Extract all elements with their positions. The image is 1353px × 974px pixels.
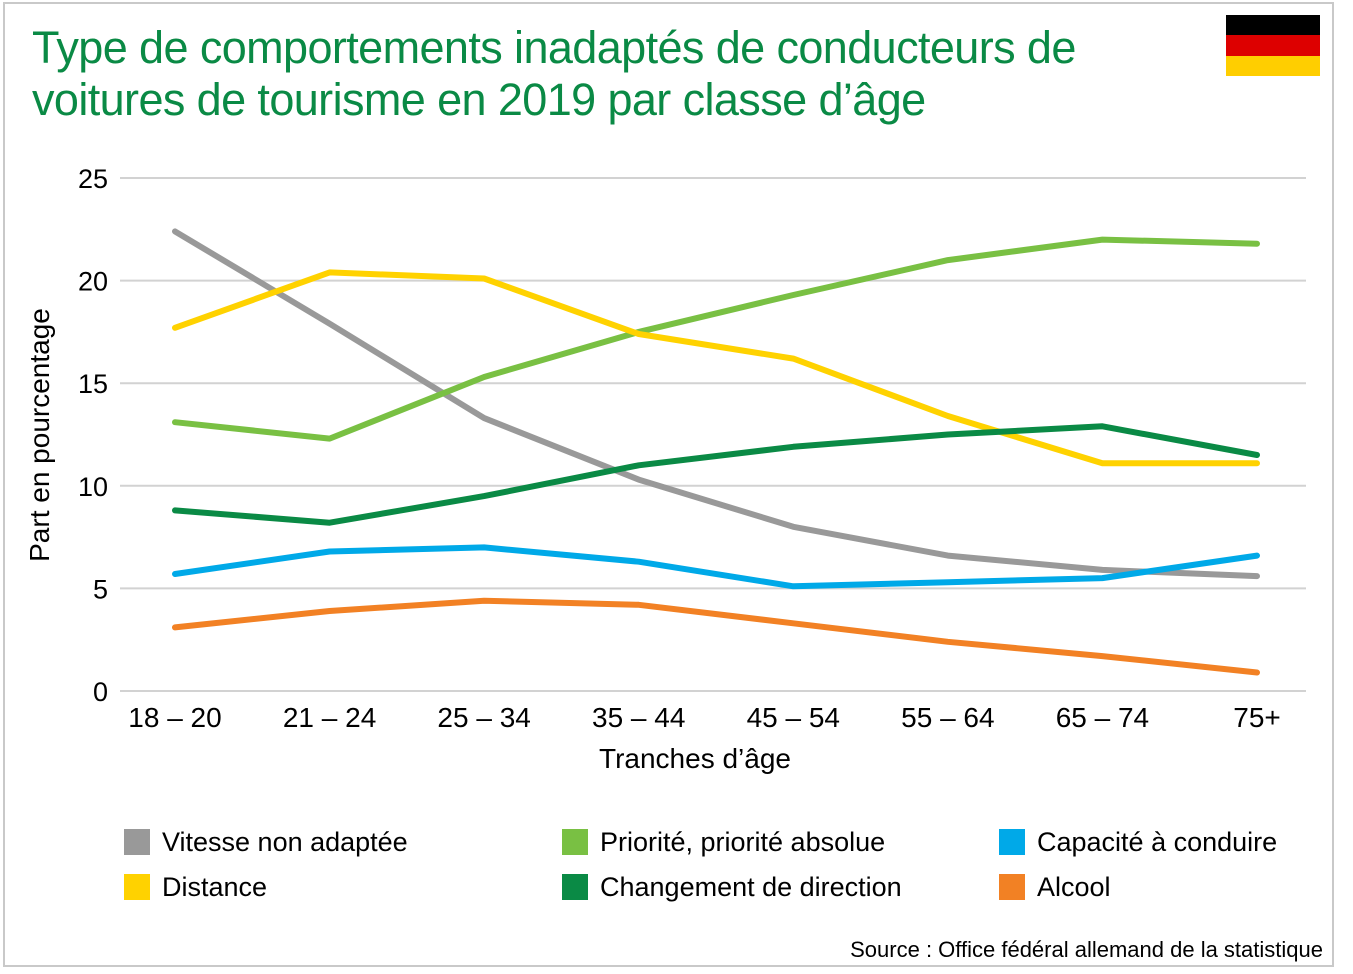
series-line-3: [172, 269, 1260, 467]
legend-swatch: [124, 874, 150, 900]
chart-legend: Vitesse non adaptée Priorité, priorité ab…: [124, 824, 1304, 914]
grid-lines: [120, 177, 1306, 692]
series-line-0: [172, 228, 1260, 580]
legend-item: Changement de direction: [562, 869, 902, 905]
source-note: Source : Office fédéral allemand de la s…: [850, 937, 1323, 962]
legend-swatch: [562, 829, 588, 855]
legend-swatch: [562, 874, 588, 900]
legend-swatch: [999, 829, 1025, 855]
x-tick-label: 21 – 24: [283, 702, 376, 733]
series-line-2: [172, 544, 1260, 590]
germany-flag-icon: [1226, 15, 1320, 76]
y-axis-ticks: 0 5 10 15 20 25: [78, 164, 108, 707]
y-tick-label: 5: [93, 574, 108, 604]
x-tick-label: 45 – 54: [747, 702, 840, 733]
y-tick-label: 0: [93, 677, 108, 707]
x-tick-label: 35 – 44: [592, 702, 685, 733]
legend-item: Distance: [124, 869, 267, 905]
series-line-4: [172, 423, 1260, 526]
chart-frame: [3, 2, 1334, 967]
legend-item: Vitesse non adaptée: [124, 824, 408, 860]
legend-item: Capacité à conduire: [999, 824, 1277, 860]
legend-label: Distance: [162, 872, 268, 902]
chart-title: Type de comportements inadaptés de condu…: [32, 22, 1076, 125]
x-tick-label: 55 – 64: [901, 702, 994, 733]
x-tick-label: 65 – 74: [1056, 702, 1149, 733]
x-axis-ticks: 18 – 20 21 – 24 25 – 34 35 – 44 45 – 54 55 – …: [128, 702, 1280, 733]
x-tick-label: 75+: [1233, 702, 1281, 733]
y-axis-label: Part en pourcentage: [24, 308, 55, 562]
y-tick-label: 20: [78, 267, 108, 297]
legend-label: Alcool: [1037, 872, 1111, 902]
legend-swatch: [999, 874, 1025, 900]
y-tick-label: 25: [78, 164, 108, 194]
series-lines: [172, 228, 1260, 676]
legend-swatch: [124, 829, 150, 855]
legend-label: Changement de direction: [600, 872, 902, 902]
legend-label: Vitesse non adaptée: [162, 827, 408, 857]
flag-gold-stripe: [1226, 55, 1320, 76]
x-tick-label: 25 – 34: [437, 702, 530, 733]
legend-item: Alcool: [999, 869, 1111, 905]
x-axis-label: Tranches d’âge: [599, 743, 791, 774]
legend-label: Priorité, priorité absolue: [600, 827, 886, 857]
flag-red-stripe: [1226, 35, 1320, 56]
series-line-5: [172, 597, 1260, 676]
legend-item: Priorité, priorité absolue: [562, 824, 885, 860]
y-tick-label: 10: [78, 472, 108, 502]
series-line-1: [172, 236, 1260, 442]
legend-label: Capacité à conduire: [1037, 827, 1278, 857]
y-tick-label: 15: [78, 369, 108, 399]
x-tick-label: 18 – 20: [128, 702, 221, 733]
flag-black-stripe: [1226, 15, 1320, 36]
